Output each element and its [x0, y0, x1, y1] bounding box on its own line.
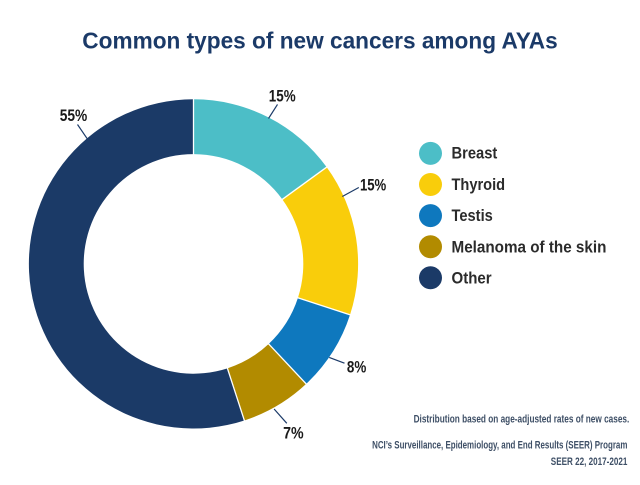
- svg-text:Testis: Testis: [452, 207, 493, 225]
- svg-text:Breast: Breast: [452, 145, 498, 163]
- svg-text:Distribution based on age-adju: Distribution based on age-adjusted rates…: [414, 414, 630, 426]
- svg-text:Melanoma of the skin: Melanoma of the skin: [452, 238, 607, 256]
- svg-text:SEER 22, 2017-2021: SEER 22, 2017-2021: [551, 456, 628, 468]
- svg-text:Common types of new cancers am: Common types of new cancers among AYAs: [82, 28, 557, 54]
- svg-text:NCI’s Surveillance, Epidemiolo: NCI’s Surveillance, Epidemiology, and En…: [372, 440, 627, 452]
- svg-text:7%: 7%: [283, 424, 304, 442]
- svg-text:15%: 15%: [360, 177, 387, 195]
- svg-text:8%: 8%: [347, 359, 367, 377]
- svg-text:Other: Other: [452, 270, 493, 288]
- svg-text:Thyroid: Thyroid: [452, 176, 506, 194]
- svg-text:55%: 55%: [60, 107, 88, 125]
- svg-text:15%: 15%: [269, 87, 296, 105]
